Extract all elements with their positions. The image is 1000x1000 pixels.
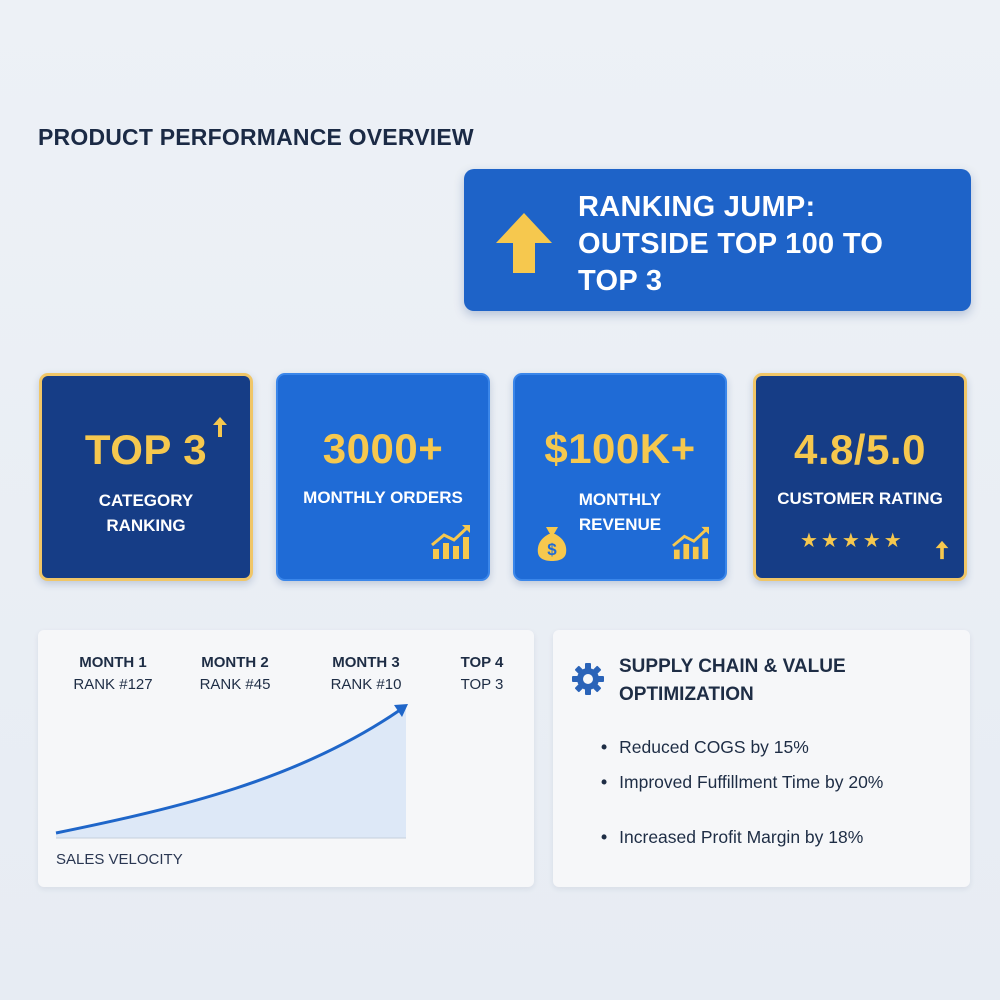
optimization-bullet: Improved Fuffillment Time by 20%: [601, 772, 883, 793]
kpi-value: $100K+: [544, 425, 696, 472]
svg-text:$: $: [547, 540, 557, 559]
milestone-rank: RANK #127: [73, 676, 153, 693]
kpi-value: TOP 3: [84, 426, 208, 473]
velocity-area: [56, 708, 406, 838]
sales-velocity-label: SALES VELOCITY: [56, 851, 183, 868]
kpi-value: 4.8/5.0: [794, 426, 926, 473]
ranking-jump-banner: RANKING JUMP: OUTSIDE TOP 100 TO TOP 3: [464, 169, 971, 311]
rating-stars: ★★★★★: [800, 530, 905, 552]
milestone-name: MONTH 3: [332, 654, 400, 671]
banner-text: RANKING JUMP: OUTSIDE TOP 100 TO TOP 3: [578, 191, 884, 297]
small-up-arrow-icon: [213, 417, 227, 437]
milestone-rank: TOP 3: [460, 676, 504, 693]
milestone-name: MONTH 2: [201, 654, 269, 671]
milestone-rank: RANK #10: [330, 676, 402, 693]
sales-velocity-curve: [55, 704, 408, 839]
optimization-bullet: Reduced COGS by 15%: [601, 737, 809, 758]
kpi-card-category-ranking: TOP 3 CATEGORY RANKING: [39, 373, 253, 581]
kpi-label: CATEGORY RANKING: [98, 491, 194, 535]
milestone-name: MONTH 1: [79, 654, 147, 671]
money-bag-icon: $: [537, 527, 567, 561]
month-2-milestone: MONTH 2 RANK #45: [180, 652, 290, 696]
kpi-value: 3000+: [322, 425, 444, 472]
top-milestone: TOP 4 TOP 3: [442, 652, 522, 696]
up-arrow-icon: [496, 213, 552, 273]
month-3-milestone: MONTH 3 RANK #10: [311, 652, 421, 696]
kpi-label: CUSTOMER RATING: [777, 489, 943, 508]
small-up-arrow-icon: [935, 540, 949, 560]
gear-icon: [572, 663, 604, 695]
kpi-label: MONTHLY REVENUE: [578, 490, 662, 534]
month-1-milestone: MONTH 1 RANK #127: [58, 652, 168, 696]
kpi-label: MONTHLY ORDERS: [303, 488, 463, 507]
kpi-card-monthly-orders: 3000+ MONTHLY ORDERS: [276, 373, 490, 581]
supply-chain-panel: SUPPLY CHAIN & VALUE OPTIMIZATION Reduce…: [553, 630, 970, 887]
kpi-card-monthly-revenue: $100K+ MONTHLY REVENUE $: [513, 373, 727, 581]
milestone-name: TOP 4: [460, 654, 504, 671]
velocity-arrowhead: [394, 704, 408, 717]
sales-velocity-panel: MONTH 1 RANK #127 MONTH 2 RANK #45 MONTH…: [38, 630, 534, 887]
optimization-bullet: Increased Profit Margin by 18%: [601, 827, 863, 848]
growth-chart-icon: [431, 525, 470, 559]
optimization-title: SUPPLY CHAIN & VALUE OPTIMIZATION: [619, 656, 846, 705]
growth-chart-icon: [672, 526, 709, 560]
velocity-line: [55, 708, 401, 835]
kpi-card-customer-rating: 4.8/5.0 CUSTOMER RATING ★★★★★: [753, 373, 967, 581]
page-title: PRODUCT PERFORMANCE OVERVIEW: [38, 124, 474, 150]
milestone-rank: RANK #45: [199, 676, 271, 693]
